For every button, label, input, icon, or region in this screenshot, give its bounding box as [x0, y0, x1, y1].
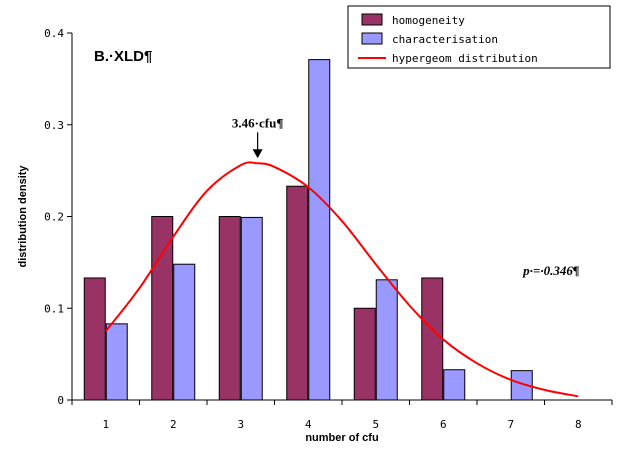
bar-characterisation-4: [308, 59, 331, 401]
legend-swatch-homogeneity: [361, 13, 383, 26]
x-tick-label: 3: [237, 418, 244, 431]
y-tick-label: 0.3: [44, 119, 64, 132]
bar-characterisation-6: [443, 369, 466, 401]
y-axis-title: distribution density: [17, 165, 29, 268]
bar-characterisation-5: [375, 279, 398, 401]
bar-homogeneity-3: [218, 216, 241, 401]
annotations-layer: B.·XLD¶ 3.46·cfu¶ p·=·0.346¶: [94, 48, 580, 278]
bars-layer: [83, 59, 533, 401]
bar-homogeneity-1: [83, 277, 106, 401]
x-tick-label: 7: [507, 418, 514, 431]
bar-characterisation-2: [173, 263, 196, 401]
x-tick-label: 8: [575, 418, 582, 431]
legend-swatch-characterisation: [361, 32, 383, 45]
legend-label-hypergeom-distribution: hypergeom distribution: [392, 52, 538, 65]
legend-label-characterisation: characterisation: [392, 33, 498, 46]
x-tick-label: 1: [102, 418, 109, 431]
y-tick-label: 0.2: [44, 211, 64, 224]
x-tick-label: 5: [372, 418, 379, 431]
bar-characterisation-3: [240, 216, 263, 401]
line-hypergeom-distribution: [104, 161, 579, 398]
bar-homogeneity-4: [286, 185, 309, 401]
x-tick-label: 6: [440, 418, 447, 431]
legend-box: [347, 5, 611, 69]
bar-homogeneity-2: [151, 216, 174, 401]
legend: homogeneity characterisation hypergeom dis…: [347, 5, 611, 69]
x-tick-label: 4: [305, 418, 312, 431]
panel-title: B.·XLD¶: [94, 48, 152, 65]
x-tick-label: 2: [170, 418, 177, 431]
axes-layer: 0 0.1 0.2 0.3 0.4 1 2 3 4 5 6 7 8 number of cfu distri…: [17, 27, 613, 444]
y-tick-label: 0.4: [44, 27, 64, 40]
bar-homogeneity-6: [421, 277, 444, 401]
legend-label-homogeneity: homogeneity: [392, 14, 465, 27]
p-value-annotation: p·=·0.346¶: [522, 263, 580, 278]
y-tick-label: 0.1: [44, 302, 64, 315]
bar-homogeneity-5: [353, 307, 376, 401]
peak-annotation: 3.46·cfu¶: [232, 115, 283, 130]
bar-characterisation-1: [105, 323, 128, 401]
y-tick-label: 0: [57, 394, 64, 407]
line-layer: [104, 161, 579, 398]
peak-arrow-head: [252, 149, 263, 159]
x-axis-title: number of cfu: [305, 432, 378, 444]
